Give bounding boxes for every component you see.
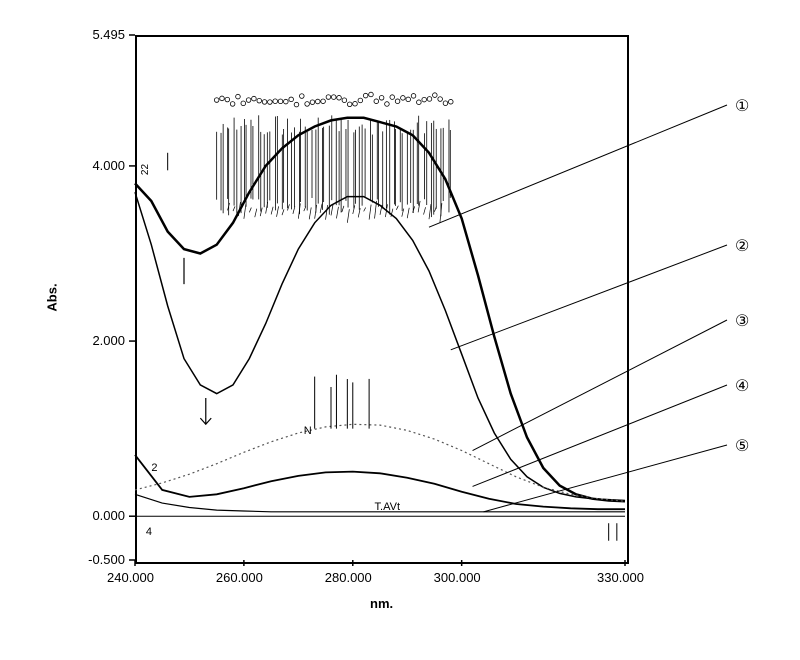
x-tick-label: 300.000: [434, 570, 481, 585]
inner-annotation: T.AVt: [375, 501, 400, 513]
inner-annotation: N: [304, 425, 312, 437]
x-tick-label: 280.000: [325, 570, 372, 585]
x-axis-label: nm.: [370, 596, 393, 611]
y-tick-label: 5.495: [92, 27, 125, 42]
callout-label-1: ①: [735, 96, 749, 116]
callout-label-4: ④: [735, 376, 749, 396]
x-tick-label: 240.000: [107, 570, 154, 585]
y-axis-label: Abs.: [45, 283, 60, 311]
y-tick-label: 4.000: [92, 158, 125, 173]
inner-annotation: 4: [146, 526, 152, 538]
y-tick-label: 0.000: [92, 508, 125, 523]
x-tick-label: 330.000: [597, 570, 644, 585]
y-tick-label: 2.000: [92, 333, 125, 348]
x-tick-label: 260.000: [216, 570, 263, 585]
callout-label-2: ②: [735, 236, 749, 256]
callout-label-3: ③: [735, 311, 749, 331]
inner-annotation: 2: [151, 462, 157, 474]
inner-annotation: 22: [141, 164, 152, 175]
uv-spectrum-chart: Abs. nm. -0.500 0.000 2.000 4.000 5.495 240.0…: [0, 0, 800, 660]
callout-label-5: ⑤: [735, 436, 749, 456]
y-tick-label: -0.500: [88, 552, 125, 567]
